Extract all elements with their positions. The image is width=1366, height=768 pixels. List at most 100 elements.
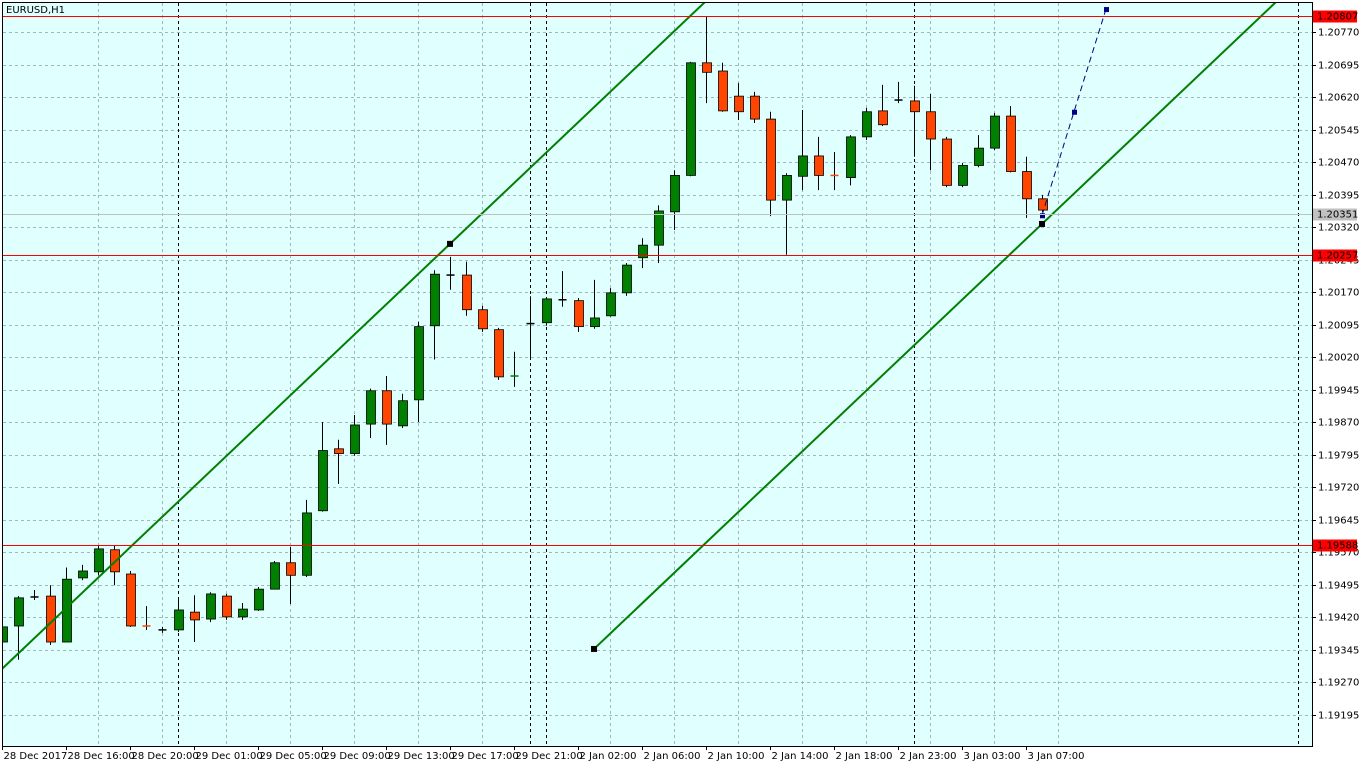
y-tick-label: 1.19795 [1318,451,1359,462]
x-tick-label: 29 Dec 01:00 [196,751,263,762]
plot-background [3,3,1312,746]
candle-body [190,611,200,621]
y-tick-label: 1.19645 [1318,516,1359,527]
candle-body [862,111,872,138]
axes: 1.20770 1.20695 1.20620 1.20545 1.20470 1.203… [2,10,1359,762]
candle-body [990,115,1000,149]
candle-body [478,309,488,330]
x-tick-label: 29 Dec 05:00 [260,751,327,762]
candle-body [766,118,776,201]
y-tick-label: 1.20095 [1318,321,1359,332]
y-tick-label: 1.19495 [1318,581,1359,592]
x-tick-label: 28 Dec 20:00 [132,751,199,762]
x-tick-label: 2 Jan 06:00 [644,751,701,762]
candle-body [814,155,824,176]
candle-body [734,95,744,113]
candle-body [654,210,664,246]
candle-body [414,326,424,401]
x-tick-label: 2 Jan 14:00 [772,751,829,762]
candle-body [542,298,552,324]
y-tick-label: 1.19720 [1318,483,1359,494]
candle-body [670,175,680,213]
last-price-label: 1.20351 [1317,210,1358,221]
x-tick-label: 29 Dec 09:00 [324,751,391,762]
candle-body [302,512,312,576]
y-tick-label: 1.20170 [1318,288,1359,299]
y-tick-label: 1.20020 [1318,353,1359,364]
candle-body [126,573,136,627]
level-box [1313,249,1357,262]
candle-body [78,570,88,579]
level-label: 1.19588 [1317,541,1358,552]
x-tick-label: 3 Jan 07:00 [1028,751,1085,762]
candle-body [606,292,616,317]
plot [3,3,1312,670]
candle-body [1006,115,1016,172]
candle-body [350,424,360,454]
plot-frame [2,2,1313,747]
y-tick-label: 1.19570 [1318,548,1359,559]
x-tick-label: 29 Dec 17:00 [452,751,519,762]
candle-body [782,175,792,201]
projection-point [1072,109,1077,115]
candle-body [686,62,696,176]
grid [3,3,1312,746]
x-tick-label: 28 Dec 16:00 [68,751,135,762]
y-tick-label: 1.19270 [1318,678,1359,689]
candle-body [622,264,632,294]
x-tick-label: 3 Jan 03:00 [964,751,1021,762]
y-tick-label: 1.19945 [1318,386,1359,397]
candle-body [206,593,216,620]
candle-body [94,548,104,573]
candle-body [926,111,936,140]
x-tick-label: 2 Jan 10:00 [708,751,765,762]
candle-body [270,562,280,590]
y-tick-label: 1.19420 [1318,613,1359,624]
candle-body [974,147,984,166]
y-tick-label: 1.20395 [1318,191,1359,202]
candle-body [334,448,344,454]
level-box [1313,539,1357,552]
candle-body [222,595,232,618]
y-tick-label: 1.19870 [1318,418,1359,429]
candle-body [430,273,440,327]
candle-body [398,400,408,427]
candle-body [238,608,248,618]
trendline [593,223,1043,650]
y-tick-label: 1.19195 [1318,711,1359,722]
projection-point [1104,7,1109,13]
candle-body [718,70,728,112]
x-tick-label: 29 Dec 21:00 [516,751,583,762]
y-tick-label: 1.19345 [1318,646,1359,657]
y-tick-label: 1.20695 [1318,61,1359,72]
y-tick-label: 1.20470 [1318,158,1359,169]
x-tick-label: 28 Dec 2017 [4,751,68,762]
candle-body [702,62,712,73]
candle-body [254,588,264,611]
candle-body [878,110,888,126]
candle-body [318,450,328,512]
candle-body [846,136,856,178]
candle-body [942,138,952,186]
trendline-anchor [1039,220,1045,227]
projection-point [1040,213,1045,219]
candle-body [382,390,392,425]
candle-body [1038,198,1048,211]
candle-body [958,165,968,186]
x-tick-label: 2 Jan 02:00 [580,751,637,762]
candle-body [574,300,584,328]
x-tick-label: 2 Jan 18:00 [836,751,893,762]
y-tick-label: 1.20320 [1318,223,1359,234]
trendline-anchor [447,240,453,247]
candle-body [462,274,472,311]
x-tick-label: 2 Jan 23:00 [900,751,957,762]
candle-body [910,100,920,113]
level-box [1313,10,1357,23]
trendline-anchor [591,645,597,652]
projection-line [1041,8,1107,216]
y-tick-label: 1.20770 [1318,28,1359,39]
candle-body [366,390,376,425]
chart-title: EURUSD,H1 [6,5,65,16]
